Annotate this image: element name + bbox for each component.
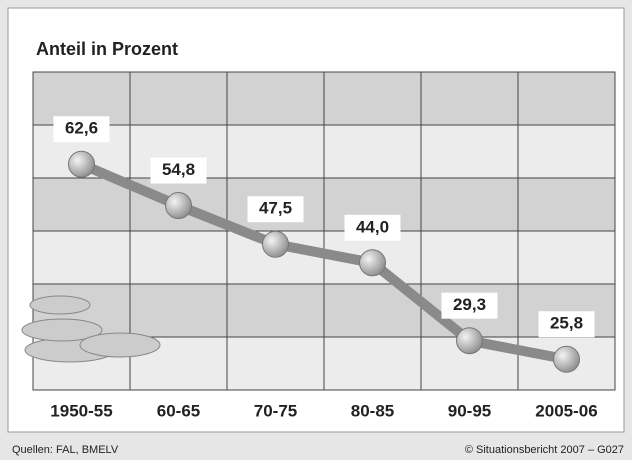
x-tick-label: 2005-06 — [535, 401, 597, 420]
value-label: 44,0 — [356, 217, 389, 236]
x-tick-label: 1950-55 — [50, 401, 112, 420]
x-tick-label: 60-65 — [157, 401, 200, 420]
x-tick-label: 70-75 — [254, 401, 297, 420]
chart: Anteil in Prozent Quellen: FAL, BMELV © … — [0, 0, 632, 460]
point — [554, 346, 580, 372]
point — [360, 250, 386, 276]
point — [457, 328, 483, 354]
point — [263, 231, 289, 257]
value-label: 25,8 — [550, 314, 583, 333]
x-tick-label: 80-85 — [351, 401, 394, 420]
value-label: 54,8 — [162, 160, 195, 179]
value-label: 62,6 — [65, 119, 98, 138]
x-tick-label: 90-95 — [448, 401, 491, 420]
source: Quellen: FAL, BMELV — [12, 444, 119, 456]
chart-title: Anteil in Prozent — [36, 39, 178, 59]
credit: © Situationsbericht 2007 – G027 — [465, 444, 624, 456]
value-label: 29,3 — [453, 295, 486, 314]
point — [166, 193, 192, 219]
value-label: 47,5 — [259, 199, 292, 218]
point — [69, 151, 95, 177]
